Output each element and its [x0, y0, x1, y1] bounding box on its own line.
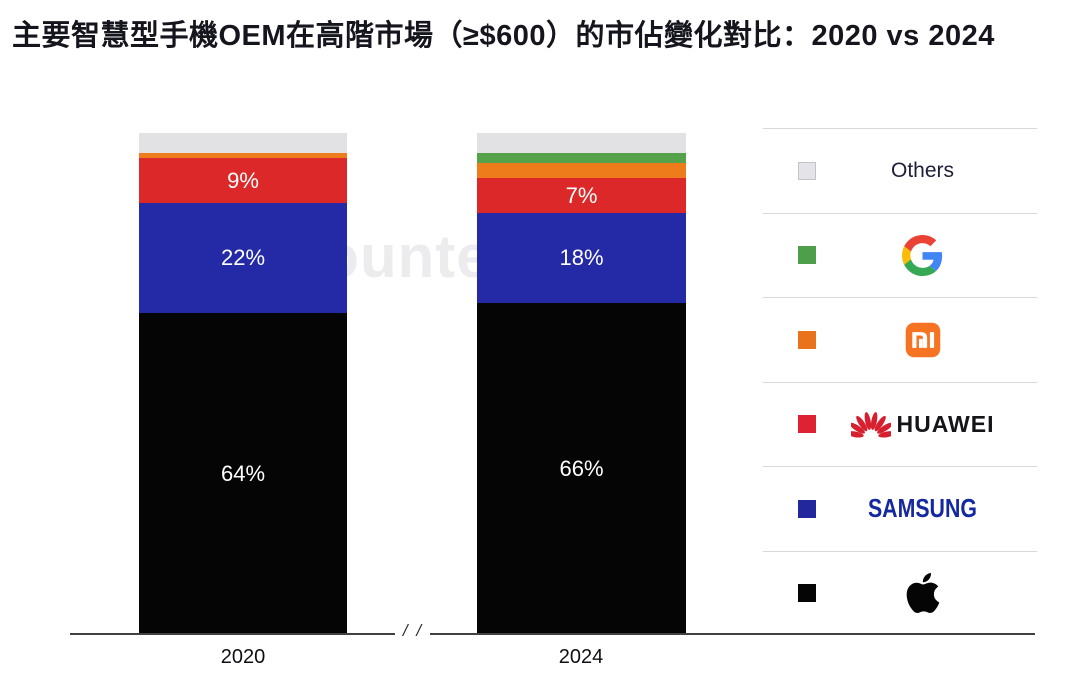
samsung-swatch [798, 499, 816, 518]
legend-row-google [763, 214, 1037, 298]
xiaomi-segment-2024 [477, 163, 686, 179]
xiaomi-swatch [798, 330, 816, 349]
x-tick-2024: 2024 [558, 646, 604, 668]
apple-segment-2020: 64% [139, 313, 347, 634]
google-logo-icon [902, 234, 943, 276]
xiaomi-logo-icon [905, 322, 941, 358]
huawei-segment-2024: 7% [477, 178, 686, 214]
bar-2024: 7% 18% 66% [477, 133, 686, 634]
xiaomi-segment-2020 [139, 153, 347, 159]
samsung-share-label-2020: 22% [220, 245, 266, 271]
google-swatch [798, 246, 816, 265]
google-segment-2024 [477, 153, 686, 164]
legend-row-huawei: HUAWEI [763, 383, 1037, 467]
samsung-share-label-2024: 18% [559, 245, 604, 271]
others-segment-2024 [477, 133, 686, 154]
huawei-share-label-2020: 9% [227, 167, 259, 193]
huawei-share-label-2024: 7% [565, 182, 598, 208]
chart-title: 主要智慧型手機OEM在高階市場（≥$600）的市佔變化對比：2020 vs 20… [12, 20, 995, 52]
legend-row-xiaomi [763, 298, 1037, 383]
apple-segment-2024: 66% [477, 303, 686, 634]
apple-share-label-2020: 64% [220, 460, 266, 486]
legend-row-apple [763, 552, 1037, 636]
samsung-segment-2020: 22% [139, 203, 347, 314]
bar-2020: 9% 22% 64% [139, 133, 347, 634]
others-swatch [798, 161, 816, 180]
huawei-wordmark: HUAWEI [896, 410, 995, 437]
apple-swatch [798, 584, 816, 603]
huawei-swatch [798, 415, 816, 434]
x-axis-left-segment [70, 633, 395, 635]
others-label: Others [890, 158, 955, 182]
axis-break-mark: / / [402, 621, 424, 640]
huawei-segment-2020: 9% [139, 158, 347, 204]
x-tick-2020: 2020 [220, 646, 266, 668]
others-segment-2020 [139, 133, 347, 154]
apple-logo-icon [903, 572, 943, 614]
legend-row-others: Others [763, 129, 1037, 214]
samsung-segment-2024: 18% [477, 213, 686, 304]
apple-share-label-2024: 66% [559, 455, 604, 481]
legend-row-samsung: SAMSUNG [763, 467, 1037, 552]
x-axis-right-segment [430, 633, 1035, 635]
samsung-wordmark: SAMSUNG [868, 493, 977, 524]
huawei-flower-icon [850, 410, 891, 438]
legend: Others [763, 128, 1037, 635]
